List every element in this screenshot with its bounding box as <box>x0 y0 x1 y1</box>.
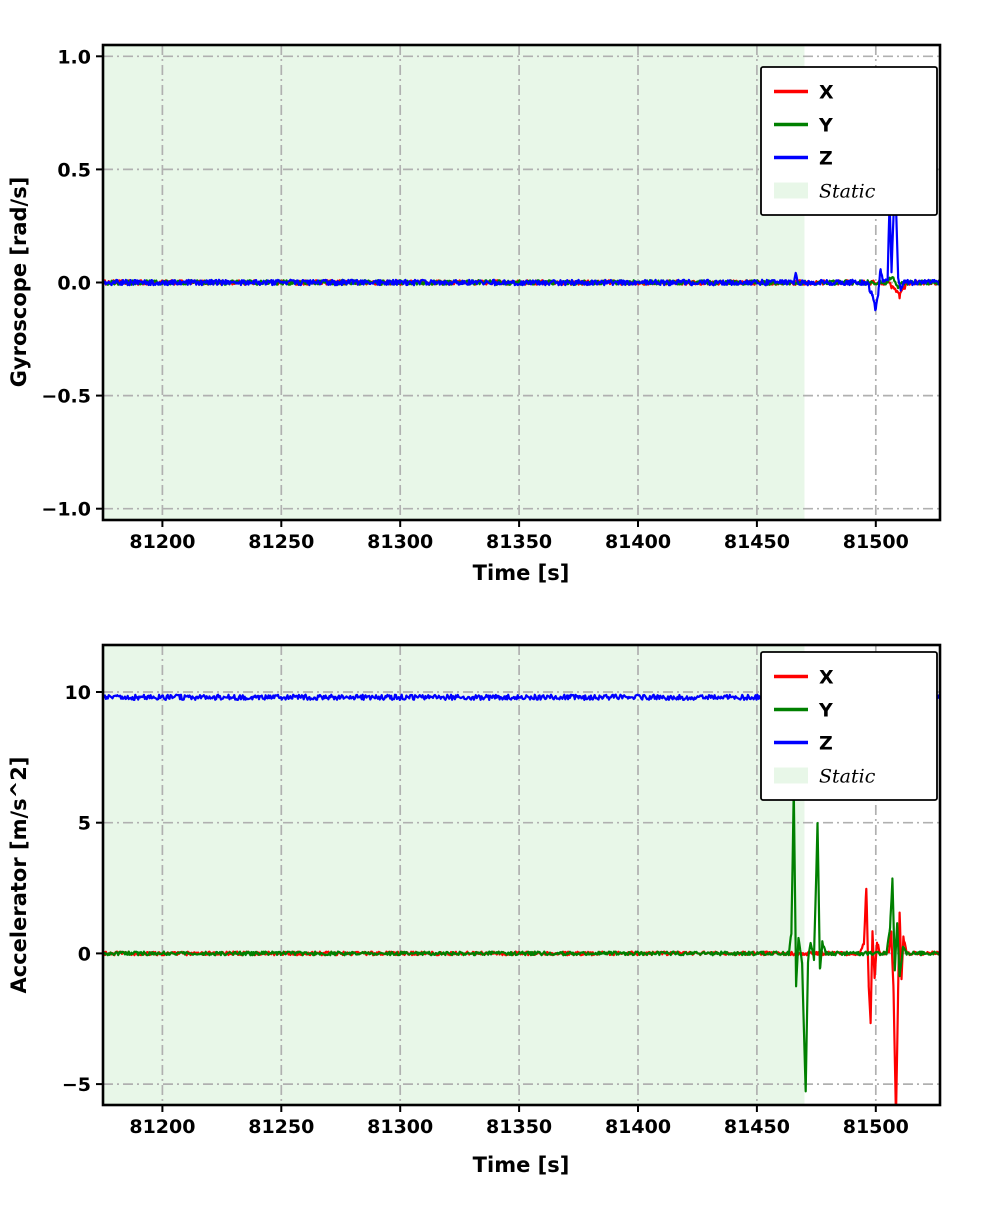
legend-label: Z <box>819 148 833 170</box>
y-tick-label: −0.5 <box>41 386 91 408</box>
accelerator-figure: 81200 81250 81300 81350 81400 81450 81500 −5 0 5 1… <box>0 600 992 1228</box>
legend-label: Z <box>819 733 833 755</box>
series-line-z <box>103 199 940 312</box>
legend: XYZ Static <box>760 651 938 801</box>
x-tick-label: 81500 <box>843 1116 909 1138</box>
legend-box <box>760 66 938 216</box>
legend-label: Static <box>819 766 876 788</box>
x-tick-label: 81450 <box>724 1116 790 1138</box>
y-tick-label: 0.0 <box>57 273 91 295</box>
gyroscope-y-axis-label: Gyroscope [rad/s] <box>7 177 31 388</box>
grid <box>103 45 940 520</box>
y-tick-label: 0 <box>78 943 91 965</box>
x-tick-label: 81500 <box>843 531 909 553</box>
legend-patch-swatch <box>774 767 808 784</box>
plot-border <box>101 43 942 522</box>
x-tick-label: 81400 <box>605 1116 671 1138</box>
static-region <box>103 645 805 1105</box>
y-tick-label: 1.0 <box>57 46 91 68</box>
legend-label: X <box>819 667 834 689</box>
gyroscope-x-axis-label: Time [s] <box>473 561 570 585</box>
x-tick-label: 81300 <box>367 531 433 553</box>
y-tick-label: −5 <box>62 1074 91 1096</box>
gyroscope-plot-area: 81200 81250 81300 81350 81400 81450 81500 −1.0 −… <box>41 43 942 553</box>
x-tick-label: 81400 <box>605 531 671 553</box>
legend-patch-swatch <box>774 182 808 199</box>
legend-label: Y <box>818 115 833 137</box>
legend: XYZ Static <box>760 66 938 216</box>
y-tick-label: 5 <box>78 813 91 835</box>
x-tick-label: 81350 <box>486 531 552 553</box>
accelerator-y-axis-label: Accelerator [m/s^2] <box>7 757 31 994</box>
x-tick-label: 81250 <box>248 1116 314 1138</box>
accelerator-plot-area: 81200 81250 81300 81350 81400 81450 81500 −5 0 5 1… <box>62 643 942 1138</box>
x-tick-label: 81350 <box>486 1116 552 1138</box>
series-line-y <box>103 790 940 1093</box>
accelerator-x-axis-label: Time [s] <box>473 1153 570 1177</box>
x-tick-label: 81200 <box>129 1116 195 1138</box>
plot-border <box>101 643 942 1107</box>
y-tick-label: 0.5 <box>57 159 91 181</box>
grid <box>103 645 940 1105</box>
gyroscope-figure: 81200 81250 81300 81350 81400 81450 81500 −1.0 −… <box>0 0 992 600</box>
y-tick-label: −1.0 <box>41 499 91 521</box>
legend-label: Y <box>818 700 833 722</box>
accelerator-chart: 81200 81250 81300 81350 81400 81450 81500 −5 0 5 1… <box>7 643 942 1177</box>
legend-label: X <box>819 82 834 104</box>
y-tick-label: 10 <box>65 682 91 704</box>
series-group <box>103 199 940 312</box>
x-tick-label: 81450 <box>724 531 790 553</box>
x-tick-label: 81300 <box>367 1116 433 1138</box>
gyroscope-chart: 81200 81250 81300 81350 81400 81450 81500 −1.0 −… <box>7 43 942 585</box>
legend-label: Static <box>819 181 876 203</box>
x-tick-label: 81200 <box>129 531 195 553</box>
x-tick-label: 81250 <box>248 531 314 553</box>
legend-box <box>760 651 938 801</box>
